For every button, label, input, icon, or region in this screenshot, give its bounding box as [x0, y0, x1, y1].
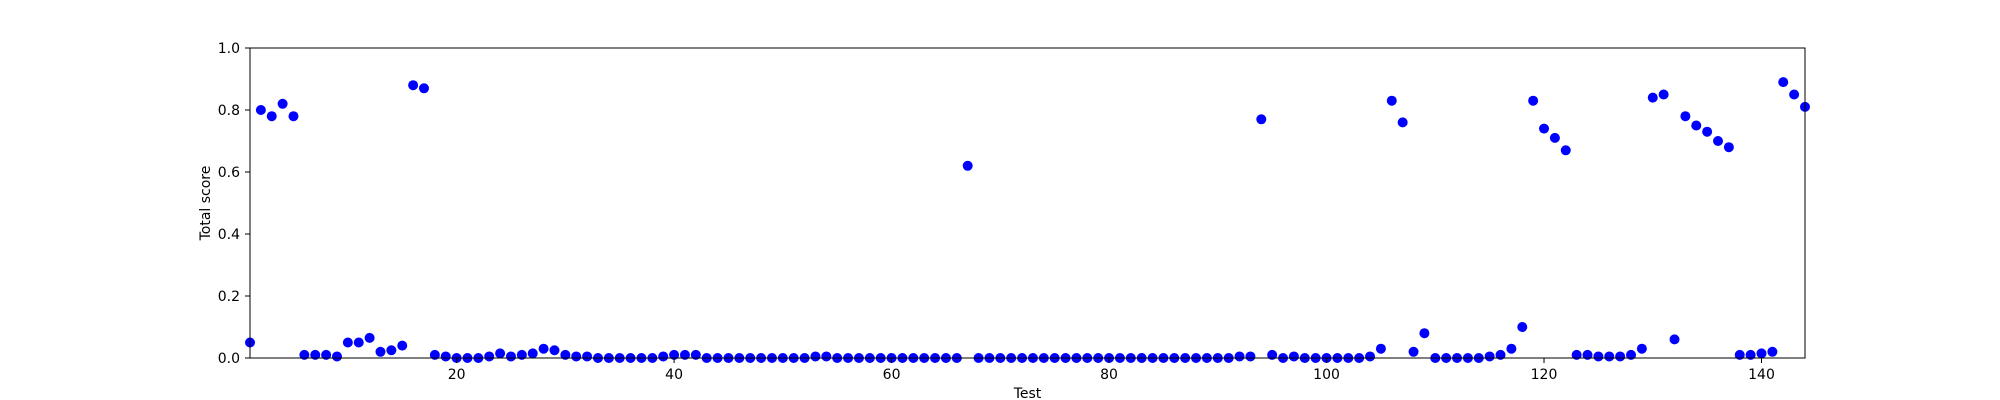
data-point — [266, 111, 277, 122]
data-point — [669, 349, 680, 360]
x-tick-label: 40 — [665, 367, 683, 383]
data-point — [527, 348, 538, 359]
data-point — [321, 349, 332, 360]
data-point — [1419, 328, 1430, 339]
data-point — [484, 351, 495, 362]
y-tick-label: 0.4 — [218, 227, 240, 243]
data-point — [418, 83, 429, 94]
data-point — [538, 343, 549, 354]
data-point — [255, 105, 266, 115]
data-point — [810, 351, 821, 362]
data-point — [1734, 349, 1745, 360]
data-point — [1767, 346, 1778, 357]
plot-frame — [249, 47, 1806, 359]
data-point — [288, 111, 299, 122]
data-point — [1723, 142, 1734, 153]
axes — [249, 47, 1806, 359]
data-point — [1495, 349, 1506, 360]
data-point — [364, 332, 375, 343]
data-point — [1778, 77, 1789, 88]
data-point — [331, 351, 342, 362]
data-point — [277, 98, 288, 109]
data-point — [1680, 111, 1691, 122]
data-point — [1517, 322, 1528, 332]
data-point — [1256, 114, 1267, 125]
data-point — [1593, 351, 1604, 362]
data-point — [658, 351, 669, 362]
data-point — [690, 349, 701, 360]
data-point — [1549, 132, 1560, 143]
x-tick-label: 120 — [1531, 367, 1558, 383]
data-point — [1571, 349, 1582, 360]
data-point — [571, 351, 582, 362]
x-axis-label: Test — [1013, 386, 1042, 400]
data-point — [679, 349, 690, 360]
data-point — [516, 349, 527, 360]
data-point — [1789, 89, 1800, 100]
y-axis-label: Total score — [198, 166, 214, 242]
data-point — [1669, 334, 1680, 345]
data-point — [1484, 351, 1495, 362]
data-point — [1539, 123, 1550, 134]
data-point — [397, 340, 408, 351]
data-point — [1245, 351, 1256, 362]
data-point — [1560, 145, 1571, 156]
data-point — [1365, 351, 1376, 362]
x-tick-label: 140 — [1748, 367, 1775, 383]
data-point — [821, 351, 832, 362]
data-point — [549, 345, 560, 356]
data-point — [1397, 117, 1408, 128]
x-tick-label: 20 — [448, 367, 466, 383]
data-point — [1691, 120, 1702, 131]
data-point — [310, 349, 321, 360]
data-point — [1702, 126, 1713, 137]
y-tick-label: 1.0 — [218, 41, 240, 57]
data-point — [1713, 136, 1724, 146]
data-point — [1756, 348, 1767, 359]
x-tick-label: 80 — [1100, 367, 1118, 383]
y-tick-label: 0.6 — [218, 165, 240, 181]
y-tick-label: 0.0 — [218, 351, 240, 367]
data-point — [1636, 343, 1647, 354]
y-tick-label: 0.2 — [218, 289, 240, 305]
data-point — [342, 337, 353, 348]
y-tick-label: 0.8 — [218, 103, 240, 119]
data-point — [962, 160, 973, 171]
data-point — [1506, 343, 1517, 354]
data-point — [1386, 95, 1397, 106]
data-point — [582, 351, 593, 362]
data-point — [1647, 92, 1658, 103]
data-point — [1626, 349, 1637, 360]
data-point — [1288, 351, 1299, 362]
data-point — [1528, 95, 1539, 106]
data-point — [353, 337, 364, 348]
data-point — [505, 351, 516, 362]
data-point — [495, 348, 506, 359]
data-point — [1234, 351, 1245, 362]
data-point — [429, 349, 440, 360]
data-point — [1408, 346, 1419, 357]
data-point — [1267, 349, 1278, 360]
data-point — [299, 349, 310, 360]
data-point — [560, 349, 571, 360]
data-point — [1582, 349, 1593, 360]
data-point — [1375, 343, 1386, 354]
data-point — [1615, 351, 1626, 362]
x-tick-label: 60 — [883, 367, 901, 383]
data-point — [1604, 351, 1615, 362]
data-point — [1658, 89, 1669, 100]
data-point — [375, 346, 386, 357]
ticks: 20 40 60 80 100 120 140 0.0 0.2 0.4 0.6 0.8 1.0 — [218, 41, 1775, 383]
x-tick-label: 100 — [1313, 367, 1340, 383]
data-points — [245, 77, 1810, 363]
data-point — [440, 351, 451, 362]
data-point — [1745, 349, 1756, 360]
data-point — [386, 345, 397, 356]
data-point — [408, 80, 419, 91]
